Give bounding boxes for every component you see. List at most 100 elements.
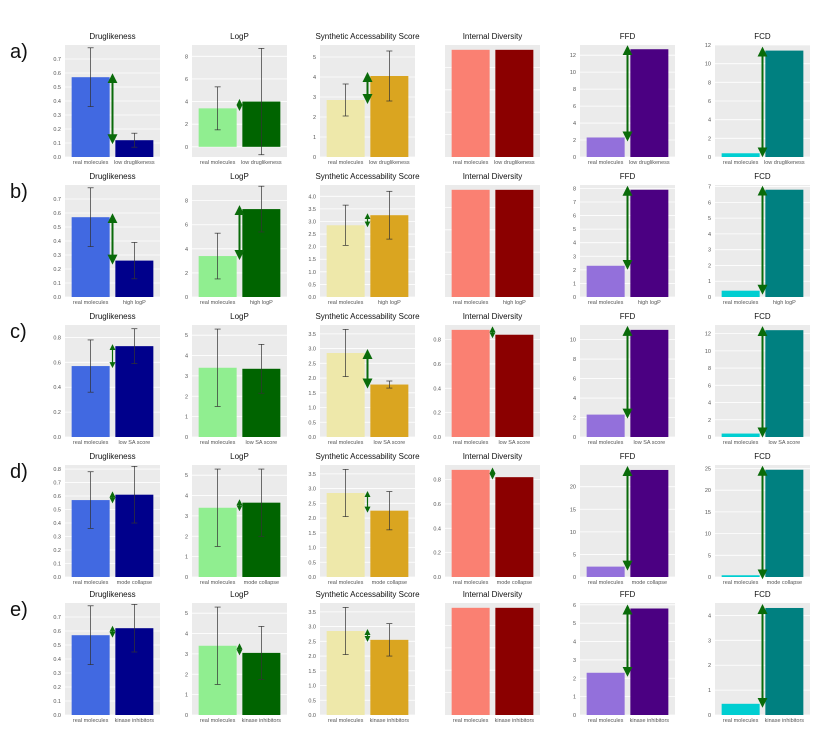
y-tick-label: 3	[573, 658, 576, 664]
x-tick-label: mode collapse	[244, 580, 279, 586]
panel-druglikeness: 0.0 0.1 0.2 0.3 0.4 0.5 0.6 0.7 real molecules lo…	[53, 32, 160, 166]
y-tick-label: 1.5	[308, 391, 316, 397]
y-tick-label: 4	[185, 632, 188, 638]
y-tick-label: 15	[705, 510, 711, 516]
bar-generated	[370, 384, 409, 437]
y-tick-label: 2	[573, 676, 576, 682]
x-tick-label: high logP	[638, 300, 661, 306]
y-tick-label: 8	[185, 54, 188, 60]
x-tick-label: mode collapse	[117, 580, 152, 586]
panel-logp: 0 1 2 3 4 5 real molecules kinase inhibitors Log…	[185, 590, 287, 724]
x-tick-label: low druglikeness	[629, 160, 670, 166]
y-tick-label: 0.2	[53, 127, 61, 133]
row-label: c)	[10, 321, 27, 343]
y-tick-label: 2.5	[308, 639, 316, 645]
bar-generated	[115, 140, 154, 157]
y-tick-label: 0.7	[53, 197, 61, 203]
y-tick-label: 0.5	[308, 282, 316, 288]
y-tick-label: 5	[185, 333, 188, 339]
x-tick-label: high logP	[378, 300, 401, 306]
y-tick-label: 0.4	[53, 521, 61, 527]
y-tick-label: 0	[185, 145, 188, 151]
y-tick-label: 0.1	[53, 281, 61, 287]
y-tick-label: 4	[573, 396, 576, 402]
y-tick-label: 1.5	[308, 669, 316, 675]
panel-internal-diversity: 0.0 0.2 0.4 0.6 0.8 real molecules mode collap…	[433, 452, 540, 586]
y-tick-label: 5	[185, 473, 188, 479]
panel-title: Druglikeness	[89, 32, 135, 41]
y-tick-label: 4	[708, 118, 711, 124]
y-tick-label: 7	[708, 185, 711, 191]
y-tick-label: 1.5	[308, 257, 316, 263]
y-tick-label: 8	[185, 199, 188, 205]
y-tick-label: 0.3	[53, 113, 61, 119]
panel-ffd: 0 2 4 6 8 10 12 real molecules low druglikeness F…	[570, 32, 675, 166]
bar-real-molecules	[721, 575, 760, 577]
panel-title: FCD	[754, 590, 771, 599]
y-tick-label: 0.4	[53, 239, 61, 245]
y-tick-label: 1	[313, 135, 316, 141]
bar-generated	[630, 469, 669, 577]
y-tick-label: 5	[573, 621, 576, 627]
y-tick-label: 0.4	[53, 385, 61, 391]
y-tick-label: 0.7	[53, 57, 61, 63]
y-tick-label: 0.6	[53, 211, 61, 217]
y-tick-label: 10	[705, 532, 711, 538]
panel-druglikeness: 0.0 0.1 0.2 0.3 0.4 0.5 0.6 0.7 real molecules ki…	[53, 590, 160, 724]
x-tick-label: low druglikeness	[494, 160, 535, 166]
y-tick-label: 12	[570, 53, 576, 59]
x-tick-label: real molecules	[73, 300, 109, 306]
bar-generated	[495, 49, 534, 158]
y-tick-label: 3.5	[308, 610, 316, 616]
y-tick-label: 4	[185, 494, 188, 500]
y-tick-label: 0.0	[308, 435, 316, 441]
x-tick-label: real molecules	[588, 300, 624, 306]
y-tick-label: 4	[573, 121, 576, 127]
row-label: a)	[10, 41, 28, 63]
bar-generated	[630, 49, 669, 157]
y-tick-label: 20	[570, 485, 576, 491]
panel-fcd: 0 2 4 6 8 10 12 real molecules low SA score FCD	[705, 312, 810, 446]
bar-real-molecules	[451, 329, 490, 437]
bar-generated	[765, 50, 804, 157]
y-tick-label: 0.2	[53, 410, 61, 416]
y-tick-label: 1	[573, 281, 576, 287]
x-tick-label: real molecules	[588, 580, 624, 586]
bar-real-molecules	[586, 414, 625, 437]
bar-real-molecules	[721, 290, 760, 297]
y-tick-label: 0.5	[53, 225, 61, 231]
y-tick-label: 6	[708, 200, 711, 206]
y-tick-label: 0.8	[53, 467, 61, 473]
y-tick-label: 2.0	[308, 654, 316, 660]
y-tick-label: 3	[313, 95, 316, 101]
y-tick-label: 0.2	[53, 685, 61, 691]
y-tick-label: 8	[708, 80, 711, 86]
row-label: d)	[10, 461, 28, 483]
panel-title: Druglikeness	[89, 312, 135, 321]
y-tick-label: 2.0	[308, 376, 316, 382]
panel-title: Internal Diversity	[463, 32, 523, 41]
y-tick-label: 1.0	[308, 406, 316, 412]
bar-real-molecules	[586, 672, 625, 715]
panel-logp: 0 2 4 6 8 real molecules low druglikeness LogP	[185, 32, 287, 166]
y-tick-label: 0.6	[53, 71, 61, 77]
y-tick-label: 4	[708, 401, 711, 407]
panel-druglikeness: 0.0 0.1 0.2 0.3 0.4 0.5 0.6 0.7 real molecules hi…	[53, 172, 160, 306]
y-tick-label: 0.1	[53, 699, 61, 705]
bar-generated	[495, 607, 534, 715]
y-tick-label: 10	[570, 70, 576, 76]
x-tick-label: low druglikeness	[241, 160, 282, 166]
x-tick-label: real molecules	[73, 160, 109, 166]
x-tick-label: kinase inhibitors	[242, 718, 282, 724]
y-tick-label: 4	[313, 75, 316, 81]
y-tick-label: 1	[185, 555, 188, 561]
y-tick-label: 6	[708, 383, 711, 389]
y-tick-label: 1	[185, 693, 188, 699]
y-tick-label: 0.3	[53, 671, 61, 677]
y-tick-label: 0	[573, 295, 576, 301]
y-tick-label: 2	[185, 672, 188, 678]
panel-title: FFD	[620, 172, 636, 181]
panel-title: FFD	[620, 312, 636, 321]
y-tick-label: 2	[708, 418, 711, 424]
y-tick-label: 2	[573, 416, 576, 422]
